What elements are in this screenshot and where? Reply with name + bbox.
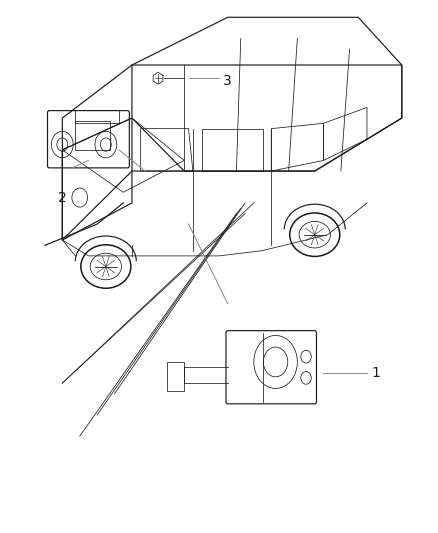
Text: 2: 2 xyxy=(58,191,67,205)
Bar xyxy=(167,362,184,391)
Text: 1: 1 xyxy=(371,366,380,379)
Bar xyxy=(75,120,110,150)
Bar xyxy=(75,110,119,123)
Text: 3: 3 xyxy=(223,74,232,88)
